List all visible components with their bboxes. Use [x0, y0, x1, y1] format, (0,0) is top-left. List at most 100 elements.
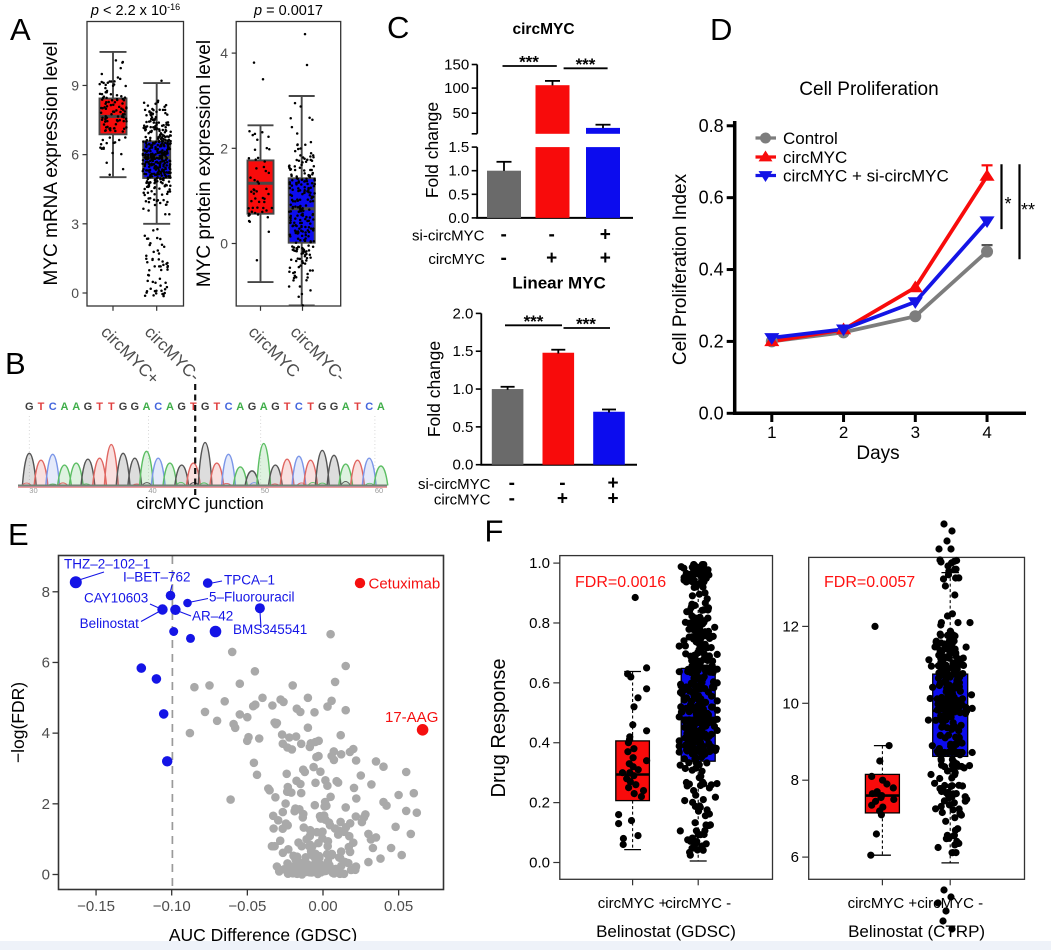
- svg-text:Control: Control: [783, 129, 838, 148]
- svg-text:Fold change: Fold change: [422, 102, 442, 198]
- svg-text:0: 0: [71, 285, 79, 301]
- svg-text:0.05: 0.05: [384, 898, 413, 915]
- svg-text:40: 40: [148, 486, 156, 495]
- svg-text:si-circMYC: si-circMYC: [418, 476, 491, 493]
- svg-text:C: C: [295, 401, 303, 413]
- svg-text:0.00: 0.00: [308, 898, 337, 915]
- svg-text:A: A: [166, 401, 174, 413]
- svg-text:T: T: [354, 401, 361, 413]
- svg-text:2: 2: [42, 796, 50, 813]
- svg-text:150: 150: [444, 57, 469, 74]
- svg-text:A: A: [143, 401, 151, 413]
- svg-text:0.8: 0.8: [529, 615, 550, 632]
- svg-text:−0.05: −0.05: [228, 898, 266, 915]
- svg-text:A: A: [72, 401, 80, 413]
- svg-text:−0.15: −0.15: [77, 898, 115, 915]
- svg-text:G: G: [130, 401, 139, 413]
- svg-text:Linear MYC: Linear MYC: [512, 274, 606, 293]
- svg-text:10: 10: [782, 695, 799, 712]
- svg-text:circMYC +: circMYC +: [598, 895, 668, 912]
- svg-text:0.0: 0.0: [452, 457, 473, 474]
- svg-text:0.5: 0.5: [448, 186, 469, 203]
- svg-text:Fold change: Fold change: [424, 341, 444, 437]
- svg-text:Belinostat (GDSC): Belinostat (GDSC): [596, 922, 736, 941]
- svg-text:circMYC +: circMYC +: [848, 895, 918, 912]
- svg-text:A: A: [10, 12, 31, 47]
- svg-text:-: -: [559, 473, 565, 494]
- svg-text:T: T: [307, 401, 314, 413]
- svg-text:C: C: [387, 10, 409, 45]
- svg-text:G: G: [119, 401, 128, 413]
- svg-text:A: A: [377, 401, 385, 413]
- svg-text:A: A: [260, 401, 268, 413]
- svg-text:0.0: 0.0: [699, 403, 724, 423]
- svg-text:2: 2: [220, 140, 228, 156]
- svg-text:F: F: [485, 514, 504, 549]
- svg-text:0.0: 0.0: [448, 210, 469, 227]
- svg-text:G: G: [201, 401, 210, 413]
- svg-text:Belinostat: Belinostat: [80, 616, 140, 631]
- svg-text:circMYC + si-circMYC: circMYC + si-circMYC: [783, 167, 949, 186]
- svg-text:C: C: [225, 401, 233, 413]
- svg-text:0.5: 0.5: [452, 419, 473, 436]
- svg-text:E: E: [8, 517, 29, 552]
- svg-text:G: G: [248, 401, 257, 413]
- svg-text:-: -: [501, 225, 507, 246]
- svg-text:circMYC: circMYC: [428, 251, 485, 268]
- svg-text:G: G: [271, 401, 280, 413]
- svg-text:TPCA–1: TPCA–1: [224, 573, 275, 588]
- svg-text:G: G: [330, 401, 339, 413]
- svg-text:Drug Response: Drug Response: [488, 659, 510, 798]
- svg-text:50: 50: [261, 486, 269, 495]
- svg-text:A: A: [60, 401, 68, 413]
- svg-text:0.4: 0.4: [529, 735, 550, 752]
- svg-text:THZ–2–102–1: THZ–2–102–1: [64, 557, 150, 572]
- svg-text:Cell Proliferation Index: Cell Proliferation Index: [670, 173, 691, 365]
- svg-text:p < 2.2 x 10-16: p < 2.2 x 10-16: [90, 2, 180, 19]
- svg-text:T: T: [108, 401, 115, 413]
- svg-text:4: 4: [42, 725, 50, 742]
- svg-text:G: G: [318, 401, 327, 413]
- svg-text:+: +: [600, 225, 611, 246]
- svg-text:T: T: [96, 401, 103, 413]
- svg-text:0.6: 0.6: [529, 675, 550, 692]
- svg-text:Cell Proliferation: Cell Proliferation: [799, 79, 938, 100]
- svg-text:0.2: 0.2: [529, 795, 550, 812]
- svg-text:AUC Difference (GDSC): AUC Difference (GDSC): [169, 925, 357, 945]
- svg-text:+: +: [546, 248, 557, 269]
- svg-text:2.0: 2.0: [452, 305, 473, 322]
- svg-text:***: ***: [519, 53, 539, 72]
- svg-text:MYC mRNA expression level: MYC mRNA expression level: [41, 42, 62, 286]
- svg-text:50: 50: [453, 105, 470, 122]
- svg-text:-: -: [509, 473, 515, 494]
- svg-text:1.0: 1.0: [448, 163, 469, 180]
- svg-text:circMYC -: circMYC -: [917, 895, 983, 912]
- svg-text:circMYC: circMYC: [783, 148, 847, 167]
- svg-text:A: A: [236, 401, 244, 413]
- svg-text:***: ***: [576, 315, 596, 334]
- svg-text:CAY10603: CAY10603: [84, 591, 148, 606]
- svg-text:BMS345541: BMS345541: [233, 622, 307, 637]
- svg-text:FDR=0.0016: FDR=0.0016: [575, 574, 666, 591]
- svg-text:0.2: 0.2: [699, 331, 724, 351]
- svg-text:6: 6: [791, 849, 799, 866]
- svg-text:0.0: 0.0: [529, 855, 550, 872]
- svg-text:D: D: [710, 12, 732, 47]
- svg-text:C: C: [49, 401, 57, 413]
- svg-text:9: 9: [71, 77, 79, 93]
- svg-text:1.0: 1.0: [452, 381, 473, 398]
- svg-text:circMYC junction: circMYC junction: [136, 494, 264, 513]
- svg-text:Days: Days: [856, 443, 899, 464]
- svg-text:6: 6: [42, 654, 50, 671]
- svg-text:A: A: [342, 401, 350, 413]
- svg-text:17-AAG: 17-AAG: [385, 709, 438, 726]
- svg-text:-: -: [509, 488, 515, 509]
- svg-text:circMYC -: circMYC -: [665, 895, 731, 912]
- svg-text:3: 3: [71, 216, 79, 232]
- svg-text:T: T: [284, 401, 291, 413]
- svg-text:Belinostat (CTRP): Belinostat (CTRP): [848, 922, 985, 941]
- svg-text:12: 12: [782, 618, 799, 635]
- svg-text:0: 0: [42, 867, 50, 884]
- svg-text:MYC protein expression level: MYC protein expression level: [194, 40, 215, 287]
- svg-text:***: ***: [576, 55, 596, 74]
